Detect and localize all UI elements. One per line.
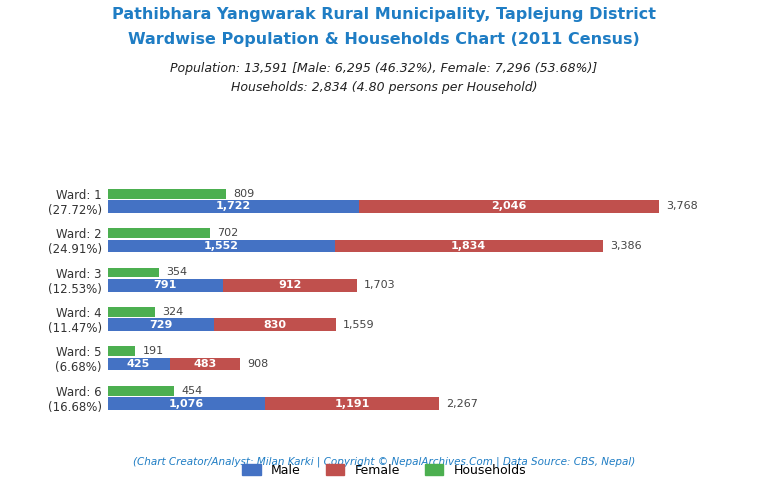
Text: Pathibhara Yangwarak Rural Municipality, Taplejung District: Pathibhara Yangwarak Rural Municipality,… xyxy=(112,7,656,22)
Text: 912: 912 xyxy=(278,281,302,290)
Text: 454: 454 xyxy=(181,386,203,396)
Text: 729: 729 xyxy=(149,320,173,330)
Bar xyxy=(108,397,265,410)
Bar xyxy=(108,200,359,212)
Text: 1,722: 1,722 xyxy=(216,202,251,211)
Text: 191: 191 xyxy=(143,347,164,356)
Bar xyxy=(108,307,155,317)
Text: 1,703: 1,703 xyxy=(364,281,396,290)
Text: 1,076: 1,076 xyxy=(169,399,204,409)
Text: 830: 830 xyxy=(263,320,286,330)
Text: 702: 702 xyxy=(217,228,239,238)
Bar xyxy=(108,358,170,370)
Text: 3,768: 3,768 xyxy=(666,202,698,211)
Bar xyxy=(108,386,174,396)
Text: 3,386: 3,386 xyxy=(610,241,642,251)
Text: Wardwise Population & Households Chart (2011 Census): Wardwise Population & Households Chart (… xyxy=(128,32,640,47)
Text: Population: 13,591 [Male: 6,295 (46.32%), Female: 7,296 (53.68%)]: Population: 13,591 [Male: 6,295 (46.32%)… xyxy=(170,62,598,74)
Text: 1,834: 1,834 xyxy=(451,241,486,251)
Bar xyxy=(265,397,439,410)
Bar xyxy=(170,358,240,370)
Text: 324: 324 xyxy=(162,307,184,317)
Bar xyxy=(108,318,214,331)
Legend: Male, Female, Households: Male, Female, Households xyxy=(237,459,531,482)
Text: Households: 2,834 (4.80 persons per Household): Households: 2,834 (4.80 persons per Hous… xyxy=(230,81,538,94)
Bar xyxy=(108,347,135,356)
Bar xyxy=(359,200,659,212)
Bar xyxy=(214,318,336,331)
Text: 425: 425 xyxy=(127,359,151,369)
Bar xyxy=(108,240,335,252)
Text: 791: 791 xyxy=(154,281,177,290)
Bar xyxy=(335,240,603,252)
Text: 1,552: 1,552 xyxy=(204,241,239,251)
Bar xyxy=(108,228,210,238)
Text: 483: 483 xyxy=(194,359,217,369)
Text: 1,559: 1,559 xyxy=(343,320,375,330)
Text: (Chart Creator/Analyst: Milan Karki | Copyright © NepalArchives.Com | Data Sourc: (Chart Creator/Analyst: Milan Karki | Co… xyxy=(133,456,635,466)
Text: 908: 908 xyxy=(247,359,269,369)
Text: 2,267: 2,267 xyxy=(446,399,478,409)
Text: 1,191: 1,191 xyxy=(334,399,369,409)
Text: 354: 354 xyxy=(167,268,187,278)
Text: 809: 809 xyxy=(233,189,254,199)
Bar xyxy=(223,279,356,291)
Bar xyxy=(108,268,159,278)
Bar xyxy=(108,189,226,199)
Text: 2,046: 2,046 xyxy=(492,202,527,211)
Bar xyxy=(108,279,223,291)
